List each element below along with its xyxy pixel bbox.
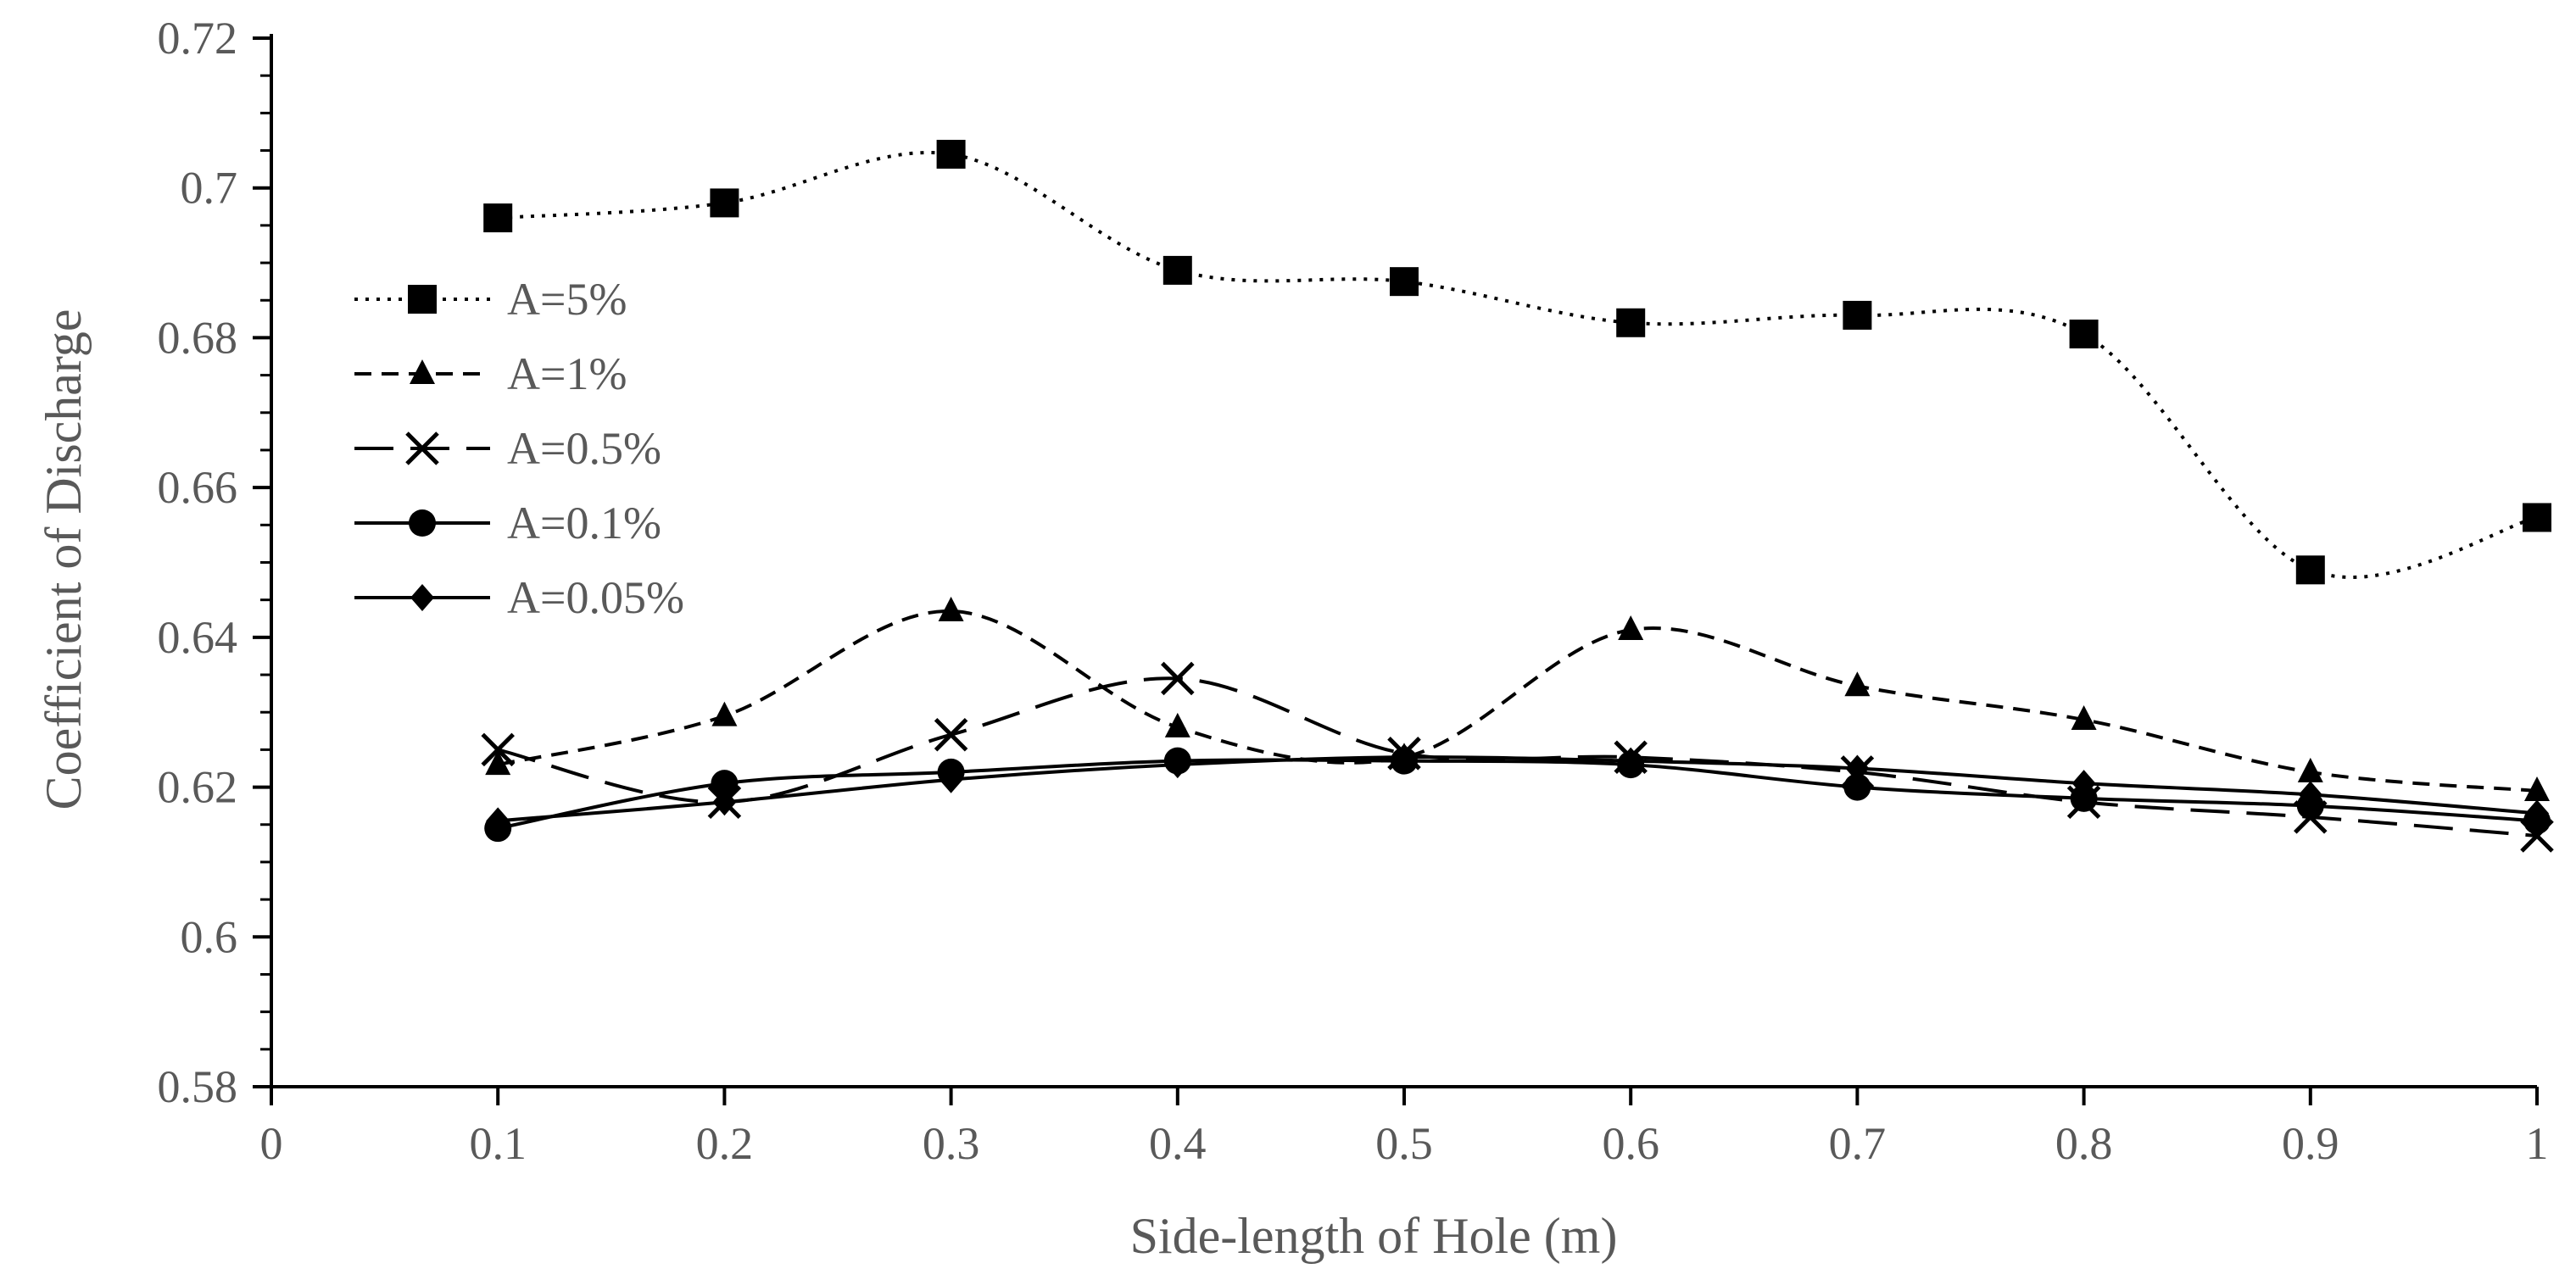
data-point xyxy=(2523,503,2551,532)
legend-marker xyxy=(405,431,439,465)
data-point xyxy=(1392,743,1416,771)
data-point xyxy=(710,188,739,218)
data-point xyxy=(481,732,515,767)
y-tick-label: 0.72 xyxy=(158,13,238,64)
data-point xyxy=(1844,671,1871,697)
series-a-1 xyxy=(485,596,2550,801)
x-tick-label: 0.1 xyxy=(469,1118,527,1169)
series-line xyxy=(498,151,2538,579)
data-point xyxy=(2069,320,2099,349)
data-point xyxy=(1616,308,1646,337)
x-axis-title: Side-length of Hole (m) xyxy=(1130,1208,1618,1264)
legend-label: A=5% xyxy=(507,274,627,325)
legend-marker xyxy=(408,285,437,314)
series-line xyxy=(497,758,2538,831)
legend-label: A=0.1% xyxy=(507,498,661,548)
y-tick-label: 0.58 xyxy=(158,1061,238,1112)
legend: A=5% A=1% A=0.5% A=0.1% A=0.05% xyxy=(354,274,684,623)
data-point xyxy=(1843,773,1871,801)
x-tick-label: 0.7 xyxy=(1829,1118,1887,1169)
data-point xyxy=(1165,751,1190,779)
x-tick-label: 1 xyxy=(2526,1118,2549,1169)
y-tick-label: 0.66 xyxy=(158,462,238,513)
y-tick-label: 0.62 xyxy=(158,762,238,813)
legend-label: A=0.05% xyxy=(507,572,684,623)
data-point xyxy=(486,807,510,835)
data-point xyxy=(1843,300,1872,330)
y-tick-label: 0.6 xyxy=(181,911,238,962)
x-tick-label: 0.8 xyxy=(2055,1118,2113,1169)
data-point xyxy=(485,750,511,776)
legend-marker xyxy=(410,584,434,611)
y-tick-label: 0.7 xyxy=(181,163,238,214)
x-tick-label: 0 xyxy=(260,1118,283,1169)
y-axis-title: Coefficient of Discharge xyxy=(36,309,92,810)
series-a-0-05 xyxy=(486,743,2549,835)
x-tick-label: 0.4 xyxy=(1149,1118,1207,1169)
data-point xyxy=(712,788,737,816)
data-point xyxy=(1619,747,1643,775)
data-point xyxy=(936,139,966,169)
legend-entry: A=5% xyxy=(354,274,627,325)
legend-entry: A=0.1% xyxy=(354,498,661,548)
data-point xyxy=(1618,615,1644,641)
legend-label: A=1% xyxy=(507,348,627,399)
x-tick-label: 0.9 xyxy=(2282,1118,2339,1169)
data-point xyxy=(483,203,513,233)
data-point xyxy=(2524,776,2550,801)
plot-area: 0.58 0.6 0.62 0.64 0.66 0.68 0.7 0.72 0 0.1 0.2 0.3… xyxy=(158,13,2554,1169)
data-point xyxy=(2070,784,2098,812)
data-point xyxy=(711,770,739,798)
data-point xyxy=(939,765,963,793)
data-point xyxy=(711,701,738,726)
legend-marker xyxy=(409,509,436,537)
data-point xyxy=(2295,555,2325,585)
legend-marker xyxy=(410,359,435,384)
legend-entry: A=0.05% xyxy=(354,572,684,623)
data-point xyxy=(2297,757,2323,782)
data-point xyxy=(1390,267,1419,297)
data-point xyxy=(934,717,968,752)
data-point xyxy=(1164,712,1190,737)
data-point xyxy=(1163,255,1192,285)
legend-entry: A=1% xyxy=(354,348,627,399)
series-line xyxy=(497,609,2538,793)
y-tick-label: 0.68 xyxy=(158,312,238,363)
series-a-5 xyxy=(483,139,2551,585)
x-tick-label: 0.5 xyxy=(1375,1118,1433,1169)
data-point xyxy=(1161,661,1195,696)
data-point xyxy=(2298,781,2322,809)
x-tick-label: 0.6 xyxy=(1602,1118,1659,1169)
x-tick-label: 0.3 xyxy=(923,1118,980,1169)
legend-label: A=0.5% xyxy=(507,423,661,474)
series-line xyxy=(498,755,2538,823)
y-tick-label: 0.64 xyxy=(158,612,238,663)
legend-entry: A=0.5% xyxy=(354,423,661,474)
data-point xyxy=(2525,799,2549,827)
x-tick-label: 0.2 xyxy=(696,1118,754,1169)
data-point xyxy=(938,596,964,621)
data-point xyxy=(1845,754,1870,782)
data-point xyxy=(2071,705,2097,731)
data-point xyxy=(2071,770,2096,798)
